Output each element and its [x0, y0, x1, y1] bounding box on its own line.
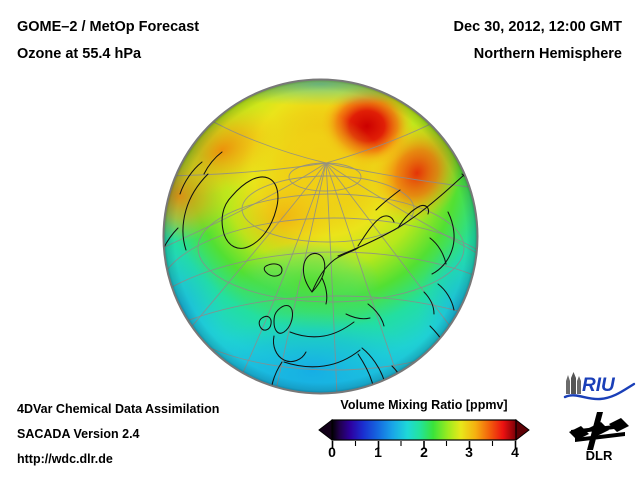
colorbar-cap-high: [515, 418, 530, 442]
hemisphere-label: Northern Hemisphere: [473, 46, 622, 62]
page-title-line1: GOME–2 / MetOp Forecast: [17, 19, 200, 35]
page-title-line2: Ozone at 55.4 hPa: [17, 46, 142, 62]
footer-line-url[interactable]: http://wdc.dlr.de: [17, 452, 113, 466]
dlr-wordmark: DLR: [586, 448, 613, 462]
dlr-mark-icon: [569, 412, 629, 450]
footer-line-method: 4DVar Chemical Data Assimilation: [17, 402, 220, 416]
colorbar: Volume Mixing Ratio [ppmv]: [318, 398, 530, 472]
colorbar-tick-3: 3: [465, 444, 473, 460]
colorbar-minor-ticks: [354, 441, 494, 446]
colorbar-tick-0: 0: [328, 444, 336, 460]
colorbar-tick-1: 1: [374, 444, 382, 460]
forecast-datetime: Dec 30, 2012, 12:00 GMT: [453, 19, 622, 35]
riu-logo: RIU: [562, 372, 636, 402]
colorbar-major-ticks: [331, 441, 517, 449]
dlr-logo: DLR: [567, 410, 631, 463]
colorbar-tick-2: 2: [420, 444, 428, 460]
colorbar-tick-4: 4: [511, 444, 519, 460]
colorbar-ramp: [331, 419, 517, 441]
riu-tower-icon: [566, 372, 581, 394]
colorbar-cap-low: [318, 418, 333, 442]
colorbar-title: Volume Mixing Ratio [ppmv]: [340, 398, 508, 412]
ozone-globe-map: [162, 78, 479, 395]
globe-limb-outline: [162, 78, 479, 395]
footer-line-version: SACADA Version 2.4: [17, 427, 140, 441]
riu-wordmark: RIU: [582, 375, 616, 396]
riu-swoosh-icon: [563, 382, 636, 401]
